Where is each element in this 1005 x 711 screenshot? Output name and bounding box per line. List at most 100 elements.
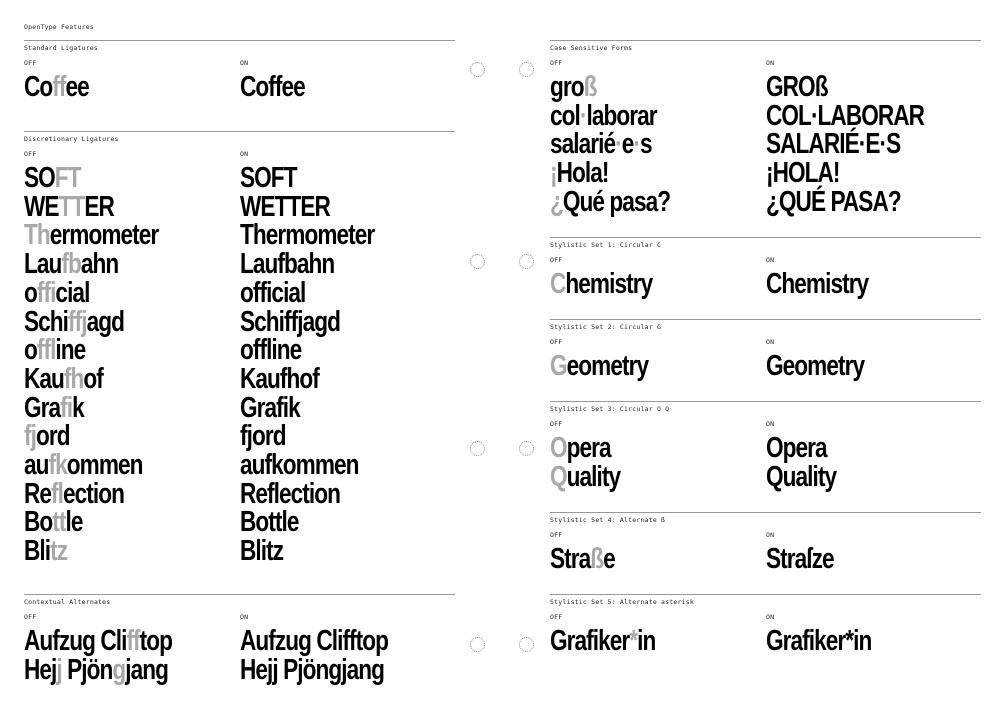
- off-label: OFF: [550, 531, 563, 539]
- punch-hole: [519, 441, 534, 456]
- highlighted-glyphs: j: [56, 653, 62, 686]
- glyphs: cial: [55, 276, 90, 309]
- glyphs: Gra: [24, 391, 61, 424]
- highlighted-glyphs: ·: [633, 128, 641, 161]
- section-divider: [24, 594, 455, 595]
- glyphs: ahn: [80, 248, 119, 281]
- glyphs: Kau: [24, 362, 65, 395]
- highlighted-glyphs: ¡: [550, 157, 558, 190]
- sample-line: Schiffjagd: [240, 305, 341, 338]
- highlighted-glyphs: ff: [126, 625, 140, 657]
- section-ss01: Stylistic Set 1: Circular C OFF ON Chemistr…: [550, 237, 981, 299]
- glyphs: ermometer: [49, 219, 159, 252]
- highlighted-glyphs: ffi: [36, 276, 56, 309]
- glyphs: Pjön: [61, 653, 113, 686]
- off-label: OFF: [550, 613, 563, 621]
- glyphs: ER: [84, 190, 114, 223]
- sample-line: Chemistry: [550, 268, 653, 300]
- highlighted-glyphs: ß: [590, 543, 604, 575]
- glyphs: uality: [566, 460, 621, 493]
- punch-hole: [470, 637, 485, 652]
- highlighted-glyphs: G: [550, 350, 568, 382]
- glyphs: o: [24, 334, 38, 367]
- highlighted-glyphs: fl: [51, 477, 64, 510]
- off-label: OFF: [550, 256, 563, 264]
- sample-line: Aufzug Clifftop: [24, 625, 173, 657]
- glyphs: e: [603, 543, 616, 575]
- glyphs: au: [24, 449, 49, 482]
- highlighted-glyphs: fh: [63, 362, 84, 395]
- glyphs: ee: [65, 71, 89, 103]
- sample-line: GROß: [766, 71, 829, 103]
- on-label: ON: [766, 338, 775, 346]
- highlighted-glyphs: C: [550, 268, 566, 300]
- sample-line: SALARIÉ·E·S: [766, 128, 901, 161]
- sample-line: WETTER: [240, 190, 331, 223]
- glyphs: le: [65, 506, 83, 539]
- sample-line: Geometry: [550, 350, 649, 382]
- sample-on: Chemistry: [766, 268, 869, 300]
- glyphs: ine: [55, 334, 86, 367]
- on-label: ON: [766, 59, 775, 67]
- section-divider: [24, 40, 455, 41]
- glyphs: Bli: [24, 535, 51, 568]
- punch-hole: [519, 254, 534, 269]
- sample-on: SOFT WETTER Thermometer Laufbahn official Sch…: [240, 164, 375, 566]
- sample-line: Thermometer: [24, 219, 159, 252]
- section-ss04: Stylistic Set 4: Alternate ß OFF ON Straße S…: [550, 512, 981, 574]
- off-label: OFF: [550, 338, 563, 346]
- highlighted-glyphs: FT: [54, 162, 82, 194]
- glyphs: laborar: [586, 99, 657, 132]
- sample-line: Opera: [550, 434, 620, 463]
- sample-line: aufkommen: [240, 449, 359, 482]
- sample-line: Thermometer: [240, 219, 375, 252]
- sample-line: salarié·e·s: [550, 130, 670, 159]
- glyphs: s: [640, 128, 653, 161]
- section-divider: [550, 594, 981, 595]
- sample-on: Straſze: [766, 545, 835, 574]
- section-liga: Standard Ligatures OFF ON Coffee Coffee: [24, 40, 455, 102]
- highlighted-glyphs: ·: [579, 99, 588, 132]
- sample-line: Bottle: [24, 508, 158, 537]
- on-label: ON: [766, 531, 775, 539]
- on-label: ON: [240, 613, 249, 621]
- section-label: Discretionary Ligatures: [24, 135, 119, 143]
- sample-off: SOFT WETTER Thermometer Laufbahn official Sch…: [24, 162, 159, 568]
- sample-line: Laufbahn: [24, 250, 158, 279]
- glyphs: pera: [566, 432, 612, 464]
- sample-line: Chemistry: [766, 268, 869, 300]
- glyphs: Aufzug Cli: [24, 625, 127, 657]
- glyphs: jang: [125, 653, 169, 686]
- highlighted-glyphs: ¿: [550, 185, 564, 218]
- glyphs: top: [139, 625, 173, 657]
- sample-off: Straße: [550, 543, 616, 575]
- glyphs: Hej: [24, 653, 57, 686]
- glyphs: of: [83, 362, 103, 395]
- on-label: ON: [766, 613, 775, 621]
- highlighted-glyphs: g: [112, 653, 126, 686]
- highlighted-glyphs: Q: [550, 460, 568, 493]
- on-label: ON: [240, 150, 249, 158]
- sample-line: Coffee: [24, 71, 90, 103]
- sample-on: Aufzug Clifftop Hejj Pjöngjang: [240, 627, 389, 684]
- section-ss02: Stylistic Set 2: Circular G OFF ON Geometry…: [550, 319, 981, 381]
- glyphs: Hola!: [556, 157, 610, 190]
- highlighted-glyphs: ·: [615, 128, 623, 161]
- sample-line: Quality: [766, 460, 837, 493]
- sample-line: official: [24, 276, 158, 309]
- section-divider: [550, 40, 981, 41]
- section-divider: [550, 319, 981, 320]
- off-label: OFF: [550, 59, 563, 67]
- glyphs: Qué pasa?: [562, 185, 671, 218]
- sample-line: WETTER: [24, 190, 158, 223]
- sample-line: Kaufhof: [240, 362, 320, 395]
- glyphs: ord: [35, 420, 71, 453]
- glyphs: WE: [24, 190, 60, 223]
- sample-on: Opera Quality: [766, 434, 837, 493]
- off-label: OFF: [24, 613, 37, 621]
- sample-line: Hejj Pjöngjang: [24, 653, 172, 686]
- glyphs: Schi: [24, 305, 69, 338]
- highlighted-glyphs: tt: [52, 506, 66, 539]
- glyphs: o: [24, 276, 38, 309]
- glyphs: agd: [86, 305, 125, 338]
